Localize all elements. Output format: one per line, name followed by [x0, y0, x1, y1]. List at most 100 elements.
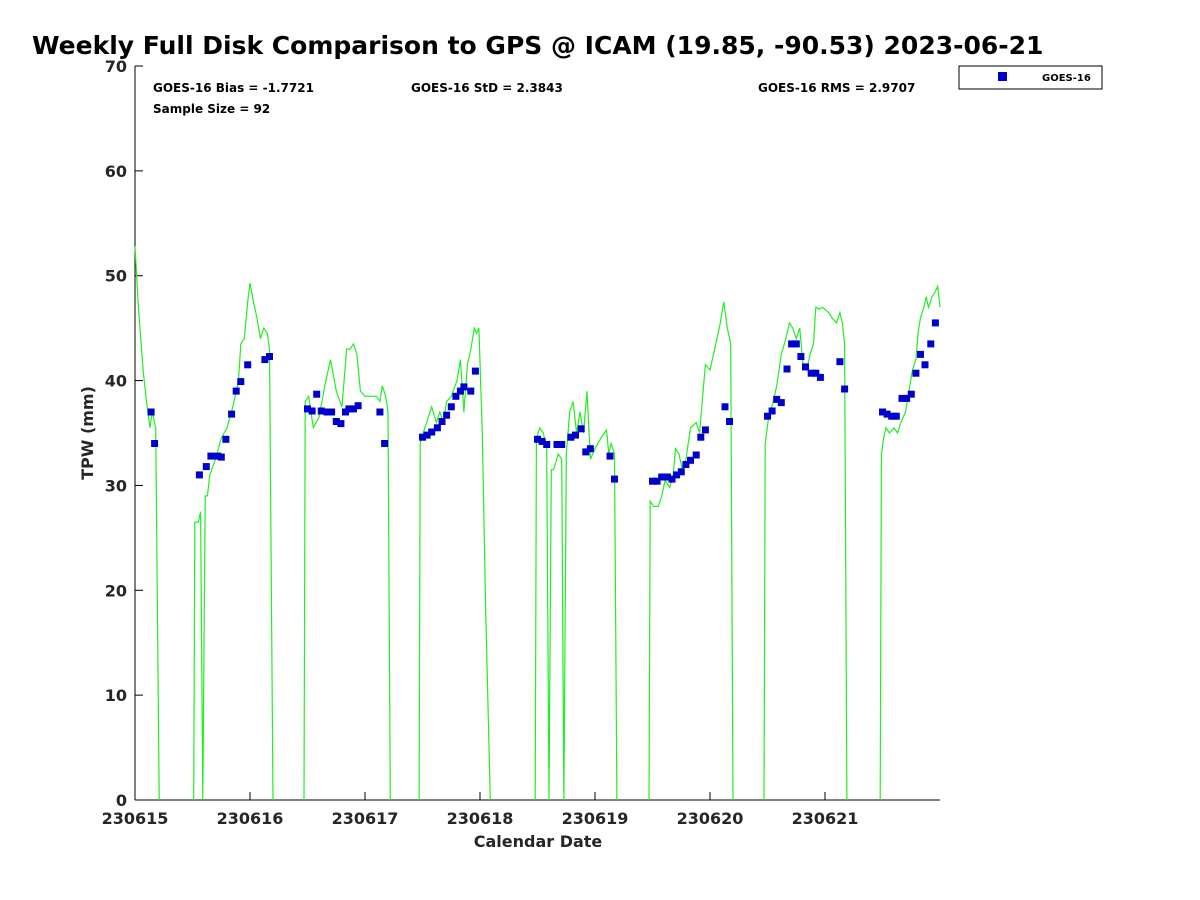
goes-point — [443, 411, 451, 419]
stat-sample-size: Sample Size = 92 — [153, 102, 270, 116]
goes-point — [460, 383, 468, 391]
x-tick-label: 230619 — [562, 809, 629, 828]
goes-point — [663, 473, 671, 481]
y-axis-label: TPW (mm) — [78, 386, 97, 480]
goes-point — [456, 387, 464, 395]
y-ticks: 0 10 20 30 40 50 60 70 — [105, 57, 143, 810]
goes-point — [222, 435, 230, 443]
y-tick-label: 30 — [105, 476, 127, 495]
goes-point — [658, 473, 666, 481]
x-tick-label: 230617 — [332, 809, 399, 828]
x-tick-label: 230618 — [447, 809, 514, 828]
goes-point — [898, 394, 906, 402]
goes-point — [538, 437, 546, 445]
goes-point — [261, 356, 269, 364]
goes-point — [802, 363, 809, 371]
goes-point — [582, 448, 590, 456]
goes-point — [195, 471, 203, 479]
goes-point — [777, 399, 785, 407]
goes-point — [768, 407, 776, 415]
x-tick-label: 230616 — [217, 809, 284, 828]
goes-point — [558, 441, 566, 448]
goes-point — [692, 451, 700, 459]
chart-title: Weekly Full Disk Comparison to GPS @ ICA… — [32, 31, 1043, 60]
goes-point — [783, 365, 791, 373]
goes-point — [419, 433, 426, 441]
gps-line-segment — [134, 246, 160, 801]
goes-point — [217, 453, 225, 461]
goes-point — [836, 358, 844, 366]
goes-point — [423, 431, 431, 439]
goes-point — [917, 350, 924, 358]
goes-point — [328, 408, 336, 416]
goes-point — [682, 461, 690, 468]
goes-point — [452, 392, 460, 400]
goes-point — [879, 408, 886, 416]
goes-point — [764, 412, 771, 420]
gps-line-segment — [193, 282, 274, 801]
goes-point — [687, 456, 694, 464]
y-tick-label: 10 — [105, 686, 127, 705]
goes-point — [611, 475, 618, 483]
goes-point — [927, 340, 935, 348]
plot-area — [134, 66, 940, 801]
goes-point — [921, 361, 929, 369]
goes-point — [207, 452, 215, 460]
goes-point — [841, 385, 849, 393]
goes-point — [668, 475, 676, 483]
gps-line-segment — [303, 342, 391, 801]
stat-std: GOES-16 StD = 2.3843 — [411, 81, 563, 95]
legend-label-goes-16: GOES-16 — [1042, 73, 1091, 84]
goes-point — [883, 410, 891, 418]
goes-point — [903, 394, 911, 402]
goes-point — [653, 477, 661, 485]
goes-point — [345, 405, 353, 413]
goes-point — [428, 428, 436, 436]
y-tick-label: 40 — [105, 372, 127, 391]
goes-point — [721, 403, 729, 411]
x-tick-label: 230620 — [677, 809, 744, 828]
y-tick-label: 0 — [116, 791, 127, 810]
goes-point — [797, 353, 805, 360]
legend-marker-goes-16 — [998, 72, 1007, 81]
goes-point — [438, 418, 446, 425]
goes-point — [807, 369, 815, 377]
gps-series — [134, 246, 941, 801]
gps-line-segment — [879, 283, 941, 801]
x-tick-label: 230621 — [792, 809, 859, 828]
goes-point — [773, 395, 781, 403]
goes-point — [228, 410, 236, 418]
y-tick-label: 70 — [105, 57, 127, 76]
goes-point — [792, 340, 800, 348]
gps-line-segment — [648, 301, 734, 801]
goes-point — [931, 319, 939, 327]
goes-point — [606, 452, 614, 460]
goes-point — [572, 431, 579, 439]
y-tick-label: 50 — [105, 267, 127, 286]
goes-point — [467, 387, 475, 395]
goes-point — [332, 418, 340, 425]
goes-point — [701, 426, 709, 434]
goes-point — [323, 408, 331, 416]
goes-point — [244, 361, 252, 369]
legend-box — [958, 65, 1103, 90]
stat-rms: GOES-16 RMS = 2.9707 — [758, 81, 915, 95]
goes-point — [677, 468, 685, 476]
goes-point — [816, 373, 824, 381]
goes-point — [147, 408, 155, 416]
goes-point — [673, 471, 681, 479]
stat-bias: GOES-16 Bias = -1.7721 — [153, 81, 314, 95]
goes-point — [237, 378, 245, 386]
x-axis-label: Calendar Date — [474, 832, 603, 851]
goes-point — [888, 412, 896, 420]
gps-line-segment — [418, 325, 491, 801]
goes-point — [354, 402, 362, 410]
goes-point — [534, 435, 541, 443]
goes-point — [471, 367, 479, 375]
goes-point — [697, 433, 705, 441]
goes-point — [304, 405, 311, 413]
goes-point — [266, 353, 273, 360]
goes-point — [892, 412, 900, 420]
goes-point — [337, 420, 345, 428]
